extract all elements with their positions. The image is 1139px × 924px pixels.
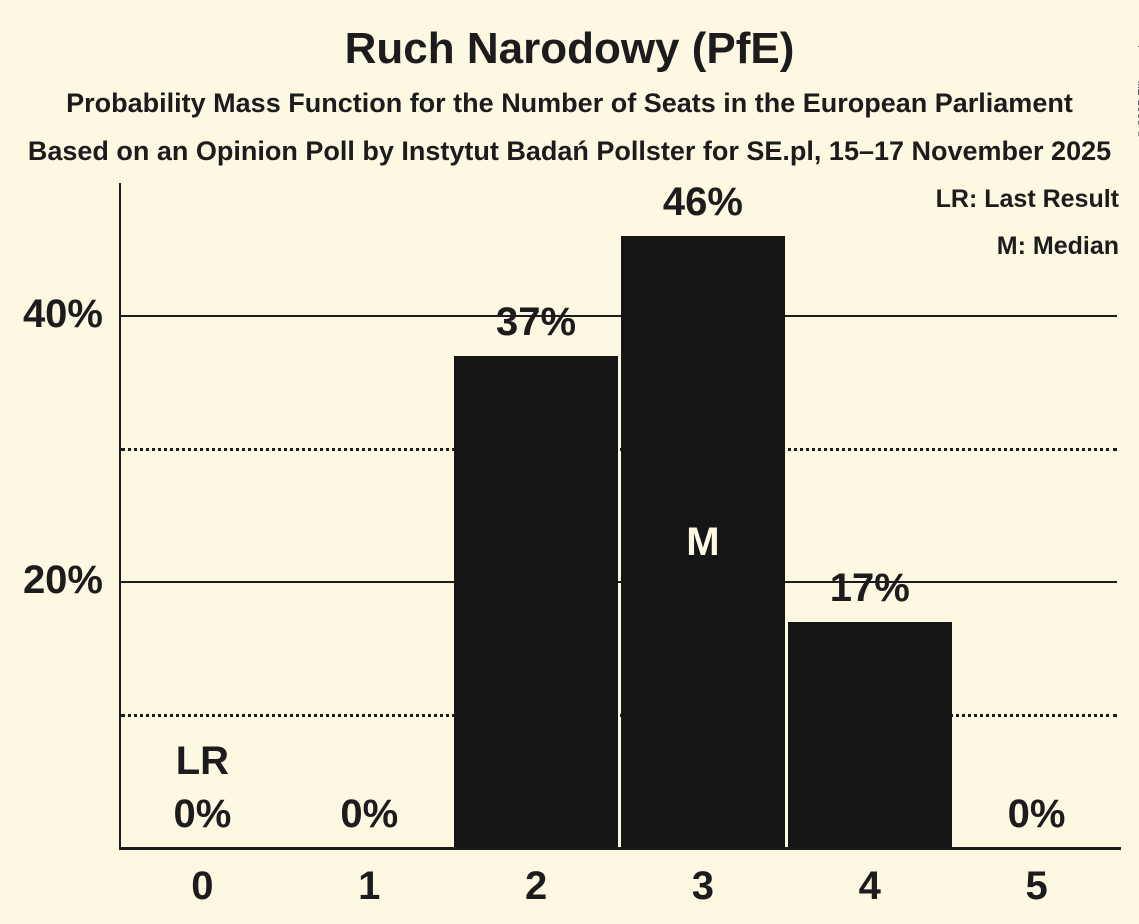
x-tick-label: 2 <box>524 864 548 908</box>
bar-value-label: 0% <box>1007 792 1066 836</box>
chart-source-line: Based on an Opinion Poll by Instytut Bad… <box>27 136 1112 166</box>
x-tick-label: 5 <box>1025 864 1048 908</box>
y-tick-label: 20% <box>22 558 103 602</box>
median-marker: M <box>686 520 720 565</box>
bar <box>787 621 952 848</box>
legend-last-result: LR: Last Result <box>935 185 1119 213</box>
x-tick-label: 1 <box>358 864 381 908</box>
copyright-notice: © 2025 Filip van Laenen <box>1135 8 1139 138</box>
major-gridline <box>121 315 1117 317</box>
minor-gridline <box>121 448 1117 451</box>
bar <box>620 236 785 848</box>
minor-gridline <box>121 714 1117 717</box>
x-tick-label: 3 <box>691 864 715 908</box>
chart-title: Ruch Narodowy (PfE) <box>344 24 795 73</box>
major-gridline <box>121 581 1117 583</box>
legend-median: M: Median <box>996 232 1119 260</box>
last-result-marker: LR <box>175 739 230 783</box>
y-tick-label: 40% <box>22 292 103 336</box>
bar <box>454 355 619 848</box>
x-tick-label: 0 <box>191 864 214 908</box>
y-axis-line <box>119 183 121 850</box>
bar-value-label: 37% <box>496 299 577 344</box>
chart-subtitle: Probability Mass Function for the Number… <box>66 88 1073 118</box>
bar-value-label: 0% <box>173 792 232 836</box>
x-tick-label: 4 <box>858 864 881 908</box>
bar-value-label: 46% <box>662 180 743 225</box>
bar-value-label: 0% <box>340 792 399 836</box>
x-axis-line <box>119 847 1121 850</box>
bar-value-label: 17% <box>829 565 910 610</box>
